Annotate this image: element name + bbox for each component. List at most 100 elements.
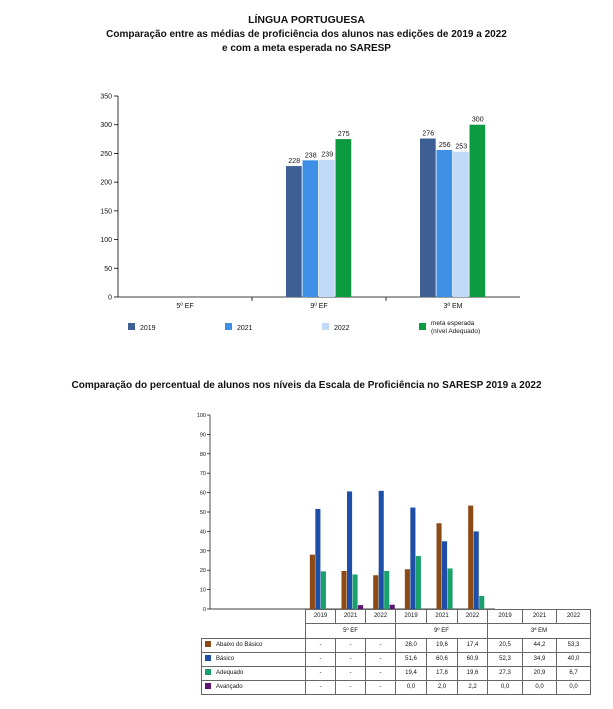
year-label: 2022 bbox=[556, 609, 591, 624]
chart1-subtitle-line1: Comparação entre as médias de proficiênc… bbox=[106, 29, 507, 40]
group-label: 5º EF bbox=[305, 623, 396, 639]
table-cell: - bbox=[335, 666, 366, 681]
bar bbox=[320, 571, 326, 609]
y-tick-label: 150 bbox=[100, 208, 112, 215]
bar bbox=[341, 570, 347, 609]
bar bbox=[309, 554, 315, 609]
table-cell: 34,9 bbox=[522, 652, 557, 667]
chart1-plot: 0 50 100 150 200 250 300 350 5º EF 9º EF 228 238 239… bbox=[100, 94, 520, 335]
table-cell: - bbox=[335, 680, 366, 695]
data-label: 256 bbox=[439, 142, 451, 149]
bar bbox=[358, 605, 364, 609]
legend-swatch bbox=[128, 323, 135, 330]
bar bbox=[420, 138, 436, 297]
year-label: 2021 bbox=[522, 609, 557, 624]
table-cell: 0,0 bbox=[556, 680, 591, 695]
x-tick-label: 5º EF bbox=[176, 303, 193, 310]
legend-label: 2021 bbox=[237, 325, 253, 332]
legend-swatch bbox=[205, 655, 211, 661]
bar bbox=[389, 604, 395, 609]
table-cell: 53,3 bbox=[556, 638, 591, 653]
year-label: 2019 bbox=[305, 609, 336, 624]
legend-label: (nível Adequado) bbox=[431, 328, 480, 335]
year-label: 2022 bbox=[365, 609, 396, 624]
legend-label: 2019 bbox=[140, 325, 156, 332]
table-cell: - bbox=[305, 666, 336, 681]
legend-swatch bbox=[419, 323, 426, 330]
table-cell: 6,7 bbox=[556, 666, 591, 681]
bar bbox=[447, 568, 453, 609]
legend-swatch bbox=[225, 323, 232, 330]
bar bbox=[436, 149, 453, 297]
table-cell: 28,0 bbox=[395, 638, 427, 653]
y-tick-label: 40 bbox=[200, 529, 206, 535]
bar bbox=[384, 570, 390, 609]
y-tick-label: 250 bbox=[100, 151, 112, 158]
bar bbox=[436, 523, 442, 609]
table-cell: 20,5 bbox=[487, 638, 523, 653]
table-row: Adequado - - - 19,4 17,8 19,6 27,3 20,9 … bbox=[201, 666, 591, 681]
bar bbox=[473, 531, 479, 609]
table-cell: 17,4 bbox=[457, 638, 488, 653]
row-label: Adequado bbox=[201, 666, 306, 681]
y-tick-label: 80 bbox=[200, 452, 206, 458]
table-cell: 2,2 bbox=[457, 680, 488, 695]
table-cell: - bbox=[305, 680, 336, 695]
data-label: 238 bbox=[305, 152, 317, 159]
chart2-data-table: 2019 2021 2022 2019 2021 2022 2019 2021 … bbox=[201, 609, 591, 695]
group-label: 9º EF bbox=[395, 623, 488, 639]
bar bbox=[479, 596, 485, 609]
y-tick-label: 10 bbox=[200, 588, 206, 594]
y-tick-label: 50 bbox=[104, 266, 112, 273]
table-cell: - bbox=[365, 652, 396, 667]
year-label: 2022 bbox=[457, 609, 488, 624]
y-tick-label: 60 bbox=[200, 491, 206, 497]
table-cell: 60,6 bbox=[426, 652, 458, 667]
y-tick-label: 20 bbox=[200, 568, 206, 574]
bar bbox=[378, 490, 384, 609]
chart1-subtitle-line2: e com a meta esperada no SARESP bbox=[222, 43, 391, 54]
y-tick-label: 300 bbox=[100, 122, 112, 129]
table-cell: 44,2 bbox=[522, 638, 557, 653]
y-tick-label: 0 bbox=[108, 295, 112, 302]
data-label: 300 bbox=[472, 117, 484, 124]
table-cell: 27,3 bbox=[487, 666, 523, 681]
legend-label: meta esperada bbox=[431, 320, 475, 327]
data-label: 275 bbox=[338, 131, 350, 138]
row-label: Avançado bbox=[201, 680, 306, 695]
y-tick-label: 350 bbox=[100, 94, 112, 101]
data-label: 276 bbox=[422, 130, 434, 137]
table-row: Básico - - - 51,6 60,6 60,9 52,3 34,9 40… bbox=[201, 652, 591, 667]
chart1-title: LÍNGUA PORTUGUESA bbox=[248, 14, 365, 26]
table-cell: - bbox=[365, 638, 396, 653]
year-label: 2021 bbox=[426, 609, 458, 624]
table-row: Abaixo do Básico - - - 28,0 19,6 17,4 20… bbox=[201, 638, 591, 653]
bar bbox=[335, 139, 352, 297]
legend-swatch bbox=[205, 669, 211, 675]
bar bbox=[410, 507, 416, 609]
bar bbox=[347, 491, 353, 609]
table-cell: 17,8 bbox=[426, 666, 458, 681]
y-tick-label: 70 bbox=[200, 471, 206, 477]
y-tick-label: 30 bbox=[200, 549, 206, 555]
table-cell: 20,9 bbox=[522, 666, 557, 681]
row-label: Abaixo do Básico bbox=[201, 638, 306, 653]
table-cell: 40,0 bbox=[556, 652, 591, 667]
year-label: 2021 bbox=[335, 609, 366, 624]
bar bbox=[286, 166, 302, 297]
y-tick-label: 90 bbox=[200, 432, 206, 438]
table-cell: 51,6 bbox=[395, 652, 427, 667]
bar bbox=[315, 508, 321, 609]
table-cell: 19,6 bbox=[426, 638, 458, 653]
x-tick-label: 3ª EM bbox=[444, 303, 463, 310]
table-cell: 0,0 bbox=[395, 680, 427, 695]
y-tick-label: 100 bbox=[100, 237, 112, 244]
bar bbox=[468, 505, 474, 609]
group-label: 3ª EM bbox=[487, 623, 591, 639]
bar bbox=[415, 556, 421, 609]
bar bbox=[453, 151, 469, 297]
bar bbox=[302, 160, 319, 297]
y-tick-label: 200 bbox=[100, 180, 112, 187]
legend-swatch bbox=[205, 641, 211, 647]
